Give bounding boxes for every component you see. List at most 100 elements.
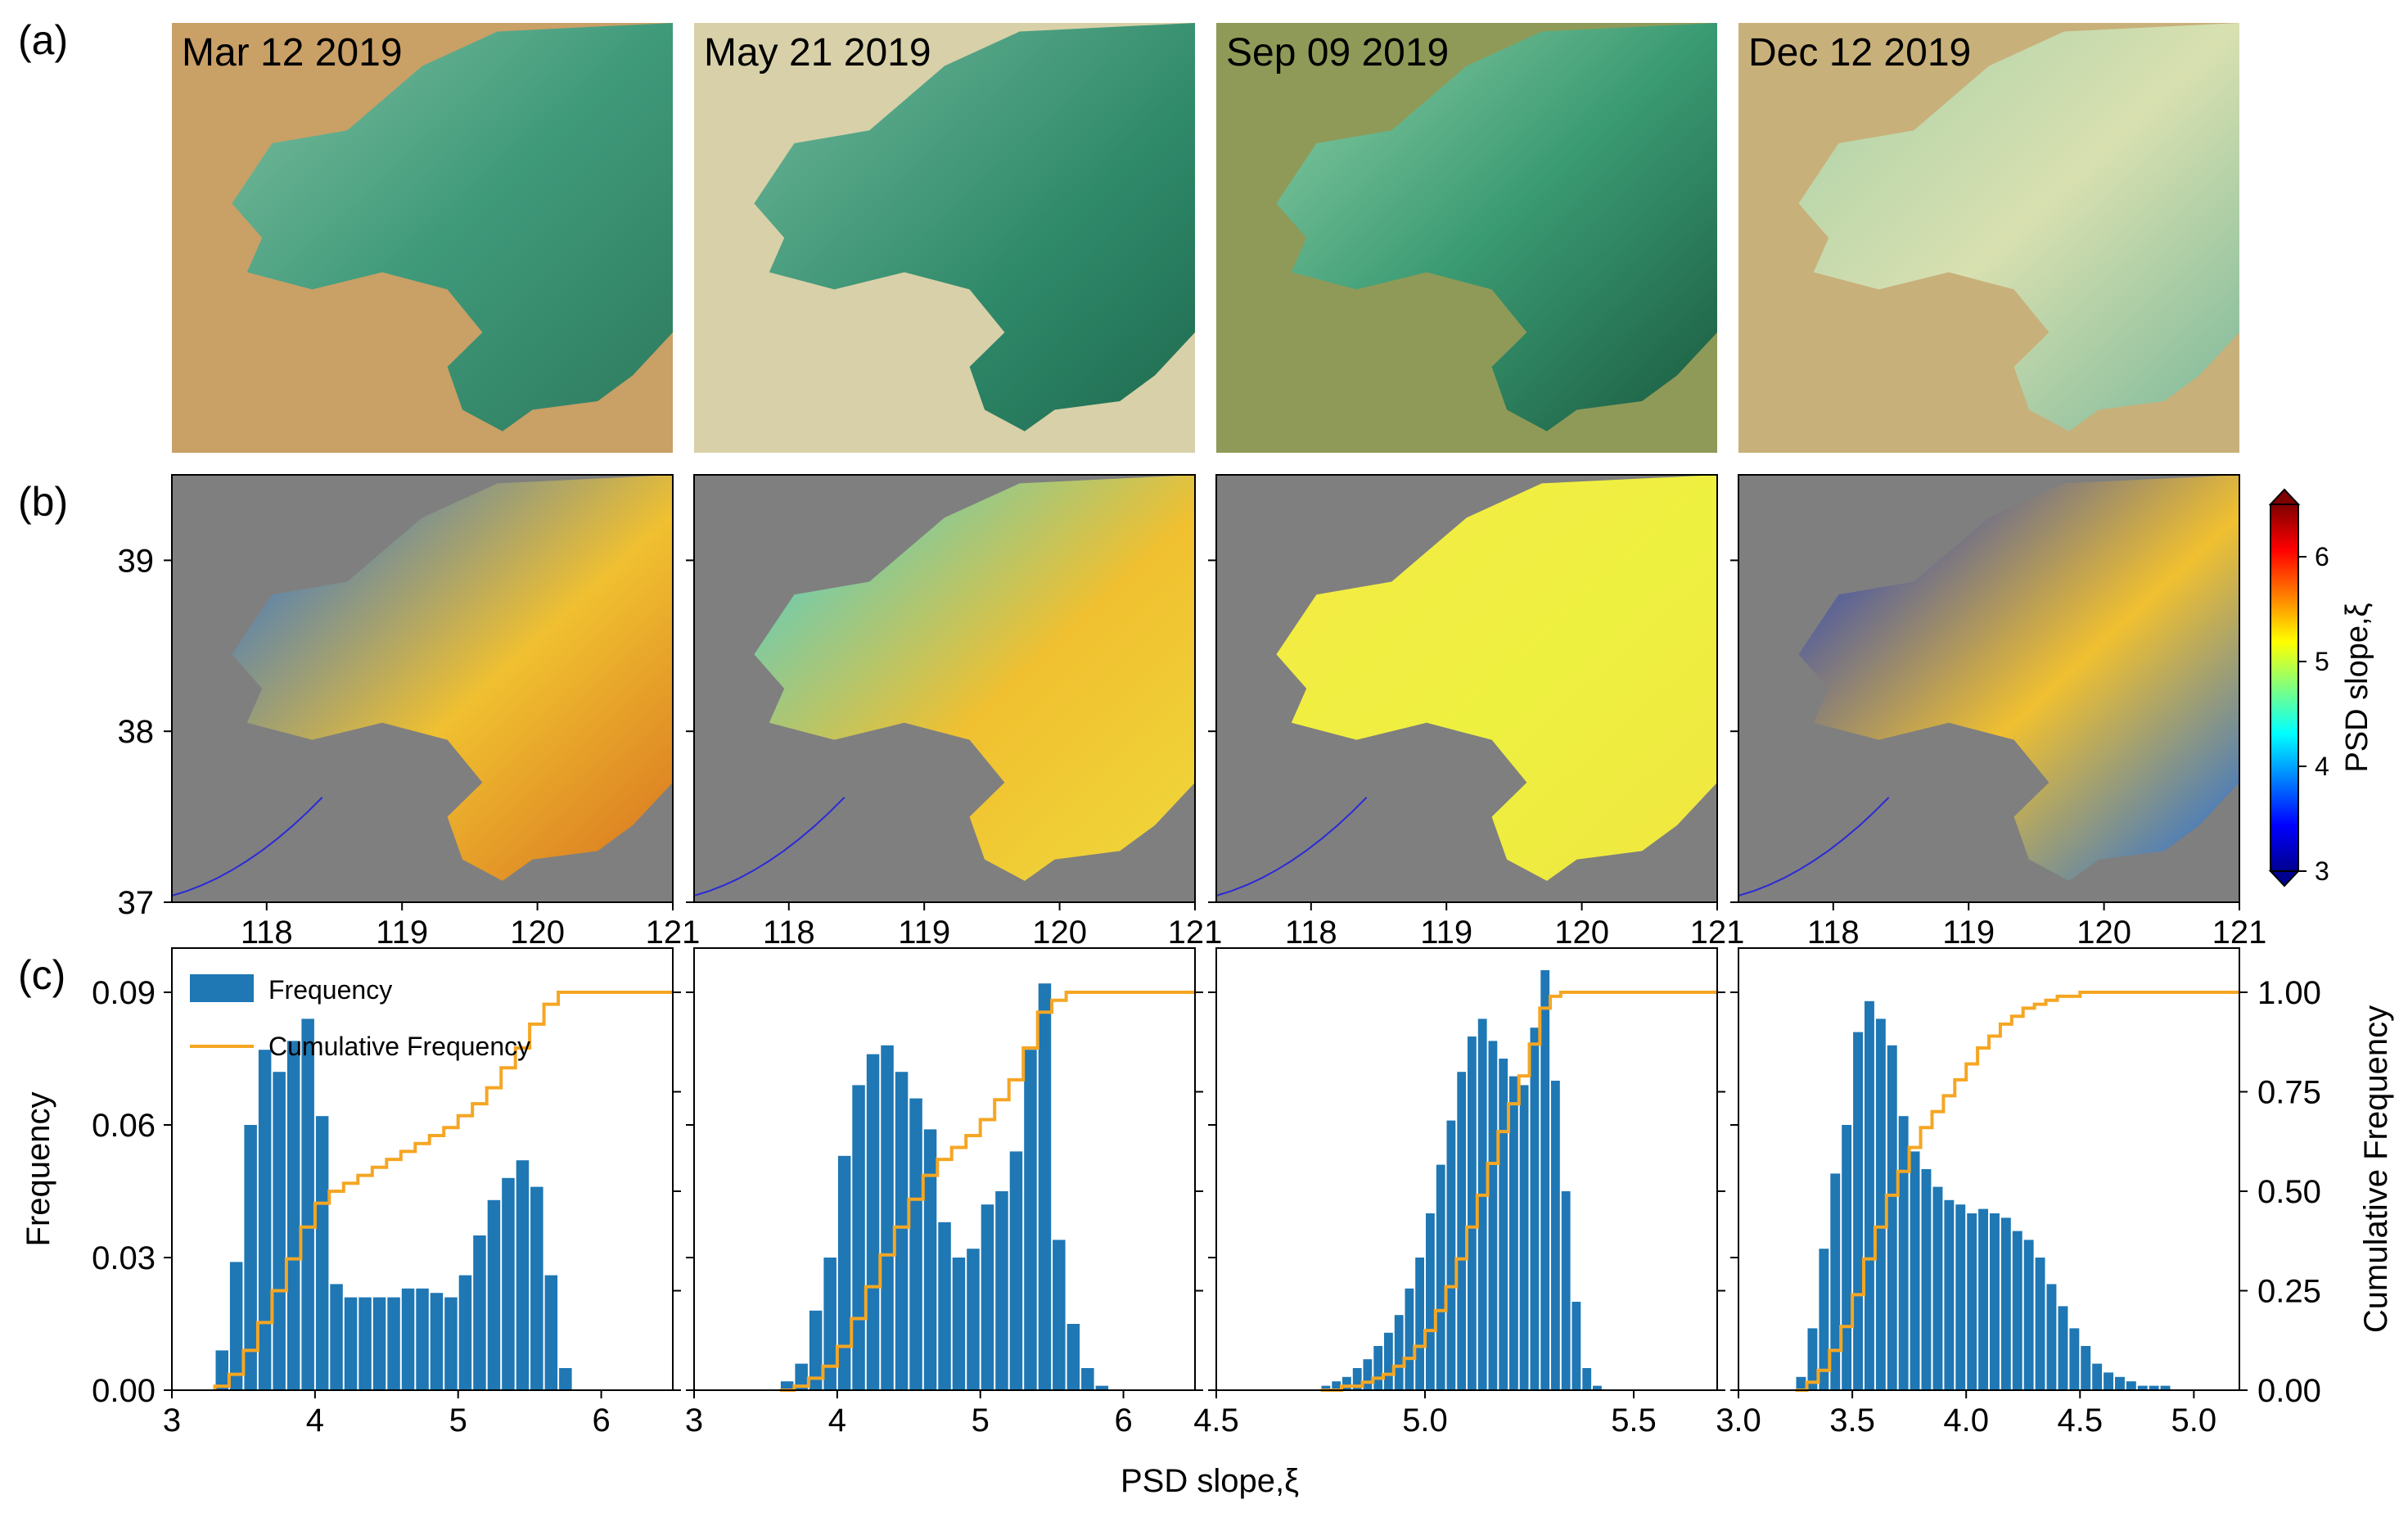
frequency-bar [1321, 1385, 1331, 1390]
frequency-bar [358, 1297, 372, 1390]
cumulative-frequency-line [1320, 991, 1717, 1392]
frequency-bar [458, 1275, 472, 1390]
colorbar-label: PSD slope,ξ [2340, 603, 2374, 772]
lat-tick-label: 39 [118, 543, 155, 579]
x-tick-label: 3 [685, 1402, 703, 1438]
frequency-bar [1384, 1332, 1393, 1390]
legend-label-cumulative: Cumulative Frequency [268, 1032, 530, 1061]
yellow-river-line [1738, 797, 1890, 897]
frequency-bar [1426, 1213, 1435, 1390]
lon-tick-label: 118 [1807, 915, 1860, 951]
frequency-bar [895, 1072, 909, 1390]
colorbar-tick-label: 5 [2315, 647, 2329, 676]
cumulative-frequency-line [213, 991, 673, 1390]
frequency-bar [1352, 1368, 1362, 1390]
frequency-bar [1572, 1302, 1581, 1390]
x-tick-label: 4.0 [1943, 1402, 1989, 1438]
frequency-bar [795, 1363, 808, 1390]
panel-label-b: (b) [18, 479, 68, 525]
frequency-bar [1477, 1018, 1487, 1390]
frequency-bar [530, 1186, 543, 1390]
frequency-bar [487, 1199, 501, 1390]
frequency-bar [1530, 1027, 1540, 1390]
frequency-bar [1551, 1081, 1560, 1390]
lon-tick-label: 121 [646, 915, 701, 951]
frequency-bar [2149, 1385, 2159, 1390]
true-color-image-1: Mar 12 2019 [172, 23, 673, 453]
frequency-bar [1978, 1208, 1988, 1390]
x-tick-label: 4 [306, 1402, 324, 1438]
frequency-bar [909, 1098, 922, 1390]
map-frame [693, 474, 1196, 903]
colorbar-tick-label: 6 [2315, 542, 2329, 571]
plot-frame [1215, 947, 1718, 1391]
frequency-bar [1796, 1376, 1806, 1390]
frequency-bar [215, 1350, 228, 1390]
lon-tick-label: 119 [1420, 915, 1472, 951]
frequency-bar [1024, 1050, 1037, 1390]
frequency-bar [923, 1129, 937, 1390]
frequency-bar [1910, 1151, 1920, 1390]
map-frame [1215, 474, 1718, 903]
psd-slope-field [754, 475, 1195, 881]
frequency-bar [852, 1085, 865, 1390]
frequency-bar [2104, 1372, 2113, 1390]
frequency-bar [809, 1310, 823, 1390]
frequency-bar [2137, 1385, 2148, 1390]
true-color-image-2: May 21 2019 [694, 23, 1195, 453]
map-frame [171, 474, 674, 903]
true-color-image-4: Dec 12 2019 [1738, 23, 2239, 453]
y2-tick-label: 0.50 [2257, 1174, 2321, 1210]
x-axis-label: PSD slope,ξ [1121, 1463, 1299, 1499]
frequency-bar [1053, 1240, 1066, 1390]
colorbar-extend-max [2268, 488, 2301, 505]
frequency-bar [2046, 1284, 2057, 1390]
yellow-river-line [693, 797, 846, 897]
frequency-bar [1944, 1199, 1955, 1390]
x-tick-label: 5.0 [1402, 1402, 1448, 1438]
y-tick-label: 0.09 [92, 975, 156, 1011]
lon-tick-label: 120 [1032, 915, 1087, 951]
frequency-bar [244, 1125, 257, 1390]
bohai-sea-water [1276, 23, 1717, 431]
frequency-bar [1593, 1385, 1602, 1390]
psd-slope-field [232, 475, 673, 881]
frequency-bar [1875, 1018, 1886, 1390]
frequency-bar [1830, 1173, 1841, 1390]
legend-swatch-frequency [190, 974, 254, 1002]
frequency-bar [1499, 1059, 1508, 1390]
psd-map-1: 118 119 120 121 37 38 39 [118, 474, 701, 951]
y-axis-label: Frequency [20, 1092, 56, 1247]
frequency-bar [444, 1297, 458, 1390]
frequency-bar [502, 1177, 515, 1390]
lon-tick-label: 118 [763, 915, 815, 951]
y2-tick-label: 0.00 [2257, 1373, 2321, 1409]
y2-tick-label: 0.75 [2257, 1075, 2321, 1111]
bohai-sea-water [232, 23, 673, 431]
frequency-bar [1898, 1116, 1909, 1390]
frequency-bar [315, 1116, 329, 1390]
x-tick-label: 5.0 [2171, 1402, 2217, 1438]
frequency-bar [1967, 1213, 1977, 1390]
frequency-bar [837, 1155, 851, 1390]
frequency-bar [2160, 1385, 2171, 1390]
psd-map-3: 118 119 120 121 [1208, 474, 1744, 951]
bohai-sea-water [1798, 23, 2239, 431]
frequency-bar [2000, 1217, 2011, 1390]
frequency-bar [1373, 1346, 1383, 1390]
frequency-bar [229, 1262, 243, 1390]
frequency-bar [286, 1041, 300, 1390]
x-tick-label: 3 [163, 1402, 181, 1438]
lon-tick-label: 121 [1168, 915, 1223, 951]
frequency-bar [1819, 1249, 1829, 1390]
frequency-bar [1342, 1376, 1351, 1390]
frequency-bar [866, 1054, 880, 1390]
frequency-bar [1540, 970, 1550, 1390]
x-tick-label: 3.5 [1829, 1402, 1875, 1438]
frequency-bar [1038, 983, 1052, 1390]
frequency-bar [1932, 1186, 1943, 1390]
x-tick-label: 6 [592, 1402, 610, 1438]
y-tick-label: 0.00 [92, 1373, 156, 1409]
